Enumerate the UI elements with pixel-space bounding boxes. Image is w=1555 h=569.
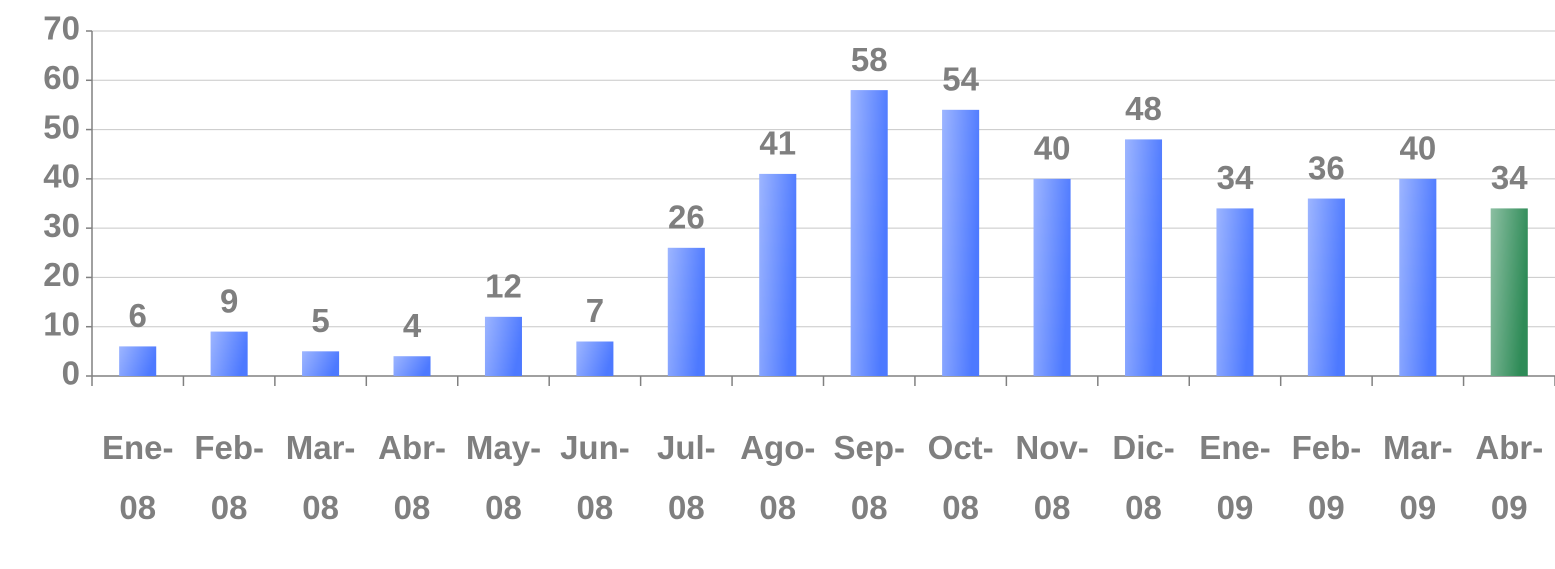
x-tick-label: Ene-08 <box>101 429 174 526</box>
x-tick-label: Mar-09 <box>1383 429 1453 526</box>
value-label: 36 <box>1308 149 1345 186</box>
value-label: 6 <box>129 297 147 334</box>
value-label: 54 <box>942 61 979 98</box>
y-tick-label: 40 <box>43 158 80 195</box>
bar-shade <box>759 173 797 376</box>
x-tick-label: Ene-09 <box>1199 429 1271 526</box>
y-tick-label: 60 <box>43 59 80 96</box>
x-tick-label: Ago-08 <box>740 429 816 526</box>
x-tick-label: Mar-08 <box>285 429 356 526</box>
x-tick-label: Abr-08 <box>378 429 446 526</box>
x-tick-label: Dic-08 <box>1112 429 1175 526</box>
bar-shade <box>850 90 888 377</box>
value-label: 41 <box>759 125 796 162</box>
y-tick-label: 30 <box>43 207 80 244</box>
x-tick-label: Oct-08 <box>927 429 994 526</box>
x-tick-label: Jun-08 <box>560 429 630 526</box>
bar-shade <box>942 109 980 376</box>
y-tick-label: 50 <box>43 108 80 145</box>
x-tick-label: Feb-08 <box>194 429 264 526</box>
value-label: 40 <box>1034 130 1071 167</box>
value-label: 5 <box>311 302 329 339</box>
x-tick-label: Jul-08 <box>657 429 716 526</box>
bar-shade <box>576 341 614 376</box>
value-label: 40 <box>1399 130 1436 167</box>
x-tick-label: Feb-09 <box>1291 429 1362 526</box>
bar-shade <box>667 247 705 376</box>
x-tick-label: Abr-09 <box>1475 429 1544 526</box>
bar-shade <box>1125 139 1163 376</box>
value-label: 7 <box>586 292 604 329</box>
x-tick-label: Sep-08 <box>833 429 905 526</box>
value-label: 34 <box>1217 159 1254 196</box>
bar-shade <box>119 346 157 376</box>
value-label: 12 <box>485 268 522 305</box>
bar-shade <box>1033 178 1071 376</box>
bar-shade <box>1399 178 1437 376</box>
value-label: 58 <box>851 41 888 78</box>
value-label: 48 <box>1125 90 1162 127</box>
bar-shade <box>393 356 431 376</box>
bar-shade <box>1216 208 1254 376</box>
bar-shade <box>302 351 340 376</box>
value-label: 26 <box>668 199 705 236</box>
y-tick-label: 0 <box>62 355 80 392</box>
bar-shade <box>484 316 522 376</box>
x-tick-label: Nov-08 <box>1015 429 1089 526</box>
value-label: 9 <box>220 282 238 319</box>
bar-shade <box>210 331 248 376</box>
value-label: 4 <box>403 307 422 344</box>
y-tick-label: 70 <box>43 10 80 47</box>
y-tick-label: 20 <box>43 256 80 293</box>
x-tick-label: May-08 <box>465 429 542 526</box>
bar-shade <box>1307 198 1345 376</box>
bar-shade <box>1490 208 1528 376</box>
y-tick-label: 10 <box>43 305 80 342</box>
value-label: 34 <box>1491 159 1528 196</box>
